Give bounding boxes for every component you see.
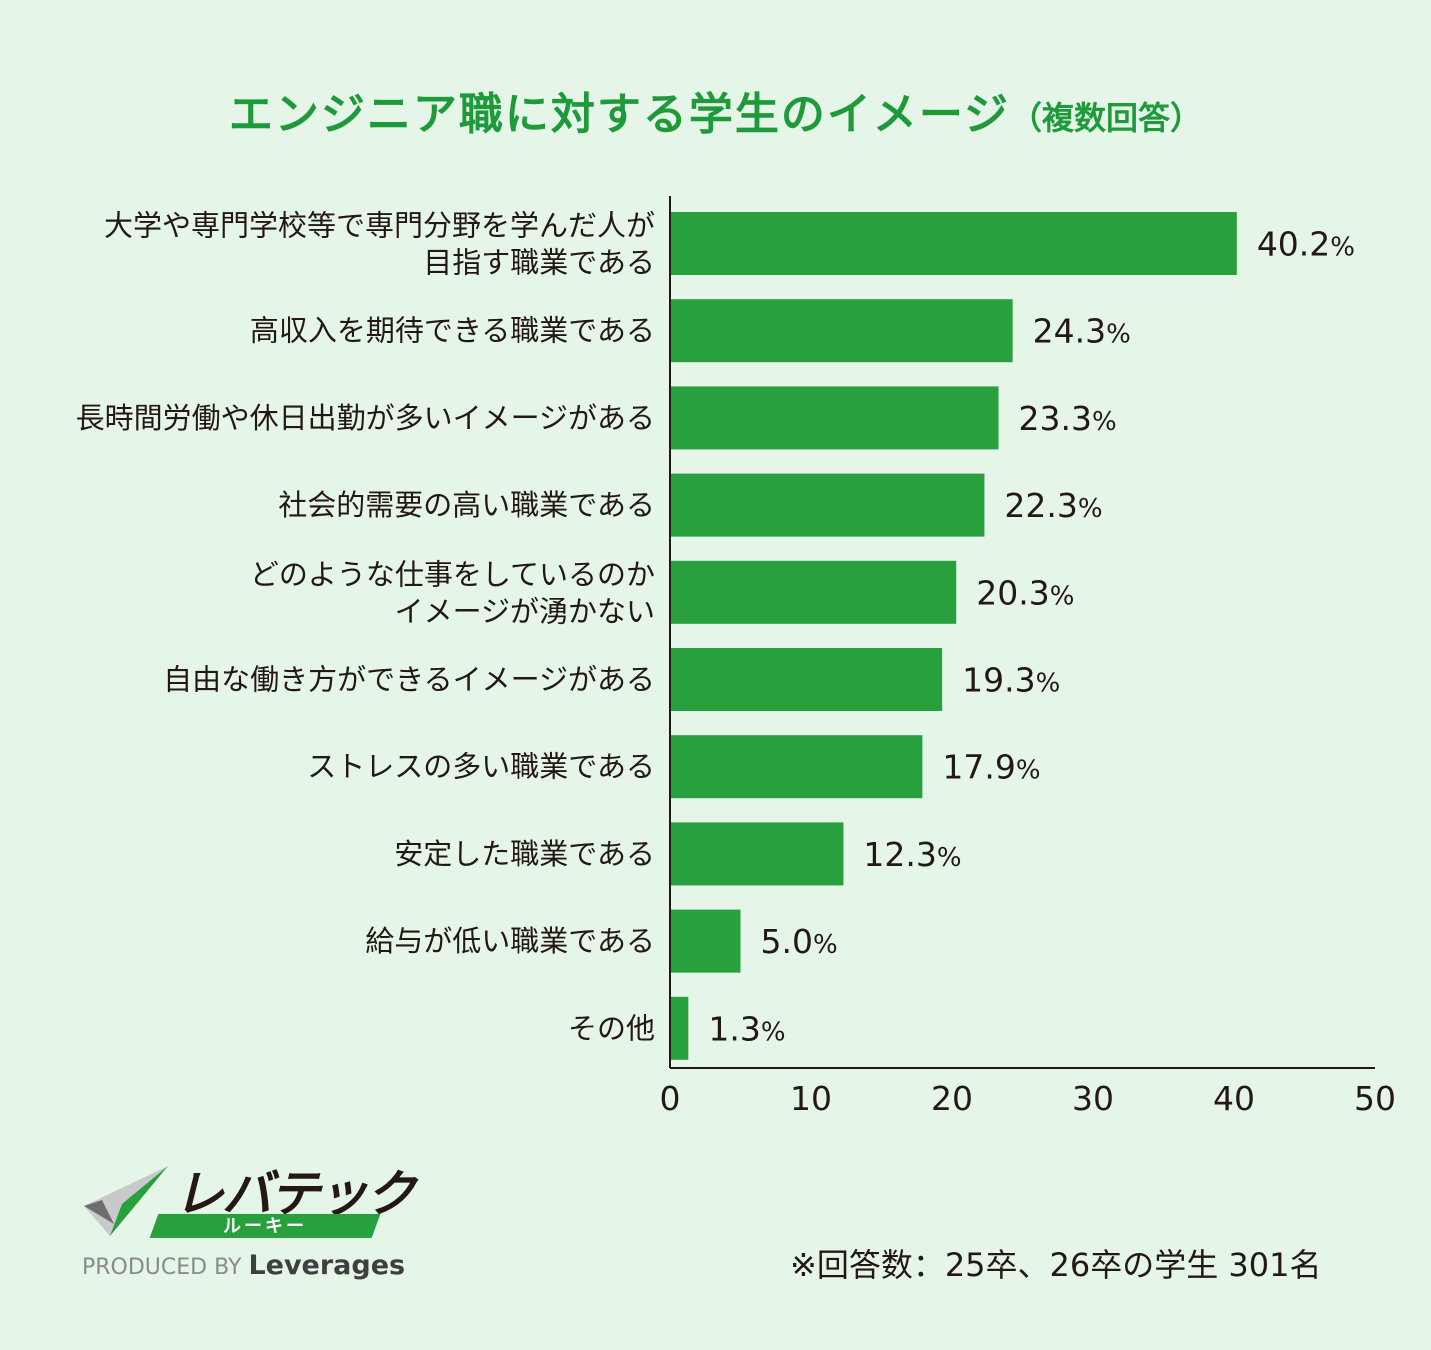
bar-3	[670, 473, 985, 537]
brand-name: Leverages	[248, 1250, 406, 1281]
category-label-4-1: イメージが湧かない	[395, 594, 655, 628]
value-label-8: 5.0%	[761, 922, 838, 961]
logo-name: レバテック	[174, 1165, 416, 1223]
bar-7	[670, 822, 844, 886]
x-tick-label-5: 50	[1354, 1079, 1396, 1118]
category-label-4-0: どのような仕事をしているのか	[250, 557, 655, 591]
bar-5	[670, 648, 943, 711]
bar-0	[670, 212, 1237, 275]
bar-4	[670, 560, 957, 624]
bar-8	[670, 909, 741, 973]
value-label-7: 12.3%	[863, 835, 961, 874]
x-tick-label-0: 0	[660, 1079, 681, 1118]
bar-1	[670, 299, 1013, 363]
bar-6	[670, 735, 923, 799]
value-label-5: 19.3%	[962, 661, 1060, 700]
value-label-9: 1.3%	[708, 1009, 785, 1048]
chart-title-sub: （複数回答）	[1010, 99, 1203, 137]
category-label-6-0: ストレスの多い職業である	[307, 750, 655, 784]
bars-group	[670, 212, 1237, 1060]
x-tick-label-2: 20	[931, 1079, 973, 1118]
value-label-2: 23.3%	[1019, 399, 1117, 438]
category-label-5-0: 自由な働き方ができるイメージがある	[163, 663, 655, 697]
x-tick-label-3: 30	[1072, 1079, 1114, 1118]
category-label-7-0: 安定した職業である	[394, 837, 655, 871]
produced-by-text: PRODUCED BY	[82, 1255, 242, 1280]
levtech-rookie-logo: レバテック ルーキー PRODUCED BY Leverages	[82, 1160, 416, 1285]
category-label-2-0: 長時間労働や休日出勤が多いイメージがある	[76, 401, 655, 435]
category-label-1-0: 高収入を期待できる職業である	[250, 314, 655, 348]
category-label-8-0: 給与が低い職業である	[365, 924, 655, 958]
value-label-6: 17.9%	[942, 748, 1040, 787]
value-label-4: 20.3%	[976, 573, 1074, 612]
bar-9	[670, 996, 689, 1060]
bar-2	[670, 386, 999, 450]
check-logo-icon	[84, 1166, 168, 1236]
footnote: ※回答数：25卒、26卒の学生 301名	[790, 1246, 1322, 1284]
value-label-1: 24.3%	[1033, 312, 1131, 351]
axes-group: 0 10 20 30 40 50	[660, 196, 1396, 1118]
chart-title: エンジニア職に対する学生のイメージ（複数回答）	[0, 78, 1431, 142]
category-label-0-0: 大学や専門学校等で専門分野を学んだ人が	[104, 209, 655, 243]
produced-by: PRODUCED BY Leverages	[82, 1250, 405, 1281]
category-label-0-1: 目指す職業である	[423, 246, 655, 280]
x-tick-label-1: 10	[790, 1079, 832, 1118]
x-tick-label-4: 40	[1213, 1079, 1255, 1118]
category-label-3-0: 社会的需要の高い職業である	[278, 488, 655, 522]
value-label-0: 40.2%	[1257, 225, 1355, 264]
category-label-9-0: その他	[568, 1011, 655, 1045]
chart-title-main: エンジニア職に対する学生のイメージ	[228, 89, 1011, 140]
value-label-3: 22.3%	[1004, 486, 1102, 525]
logo-sub: ルーキー	[223, 1216, 307, 1237]
